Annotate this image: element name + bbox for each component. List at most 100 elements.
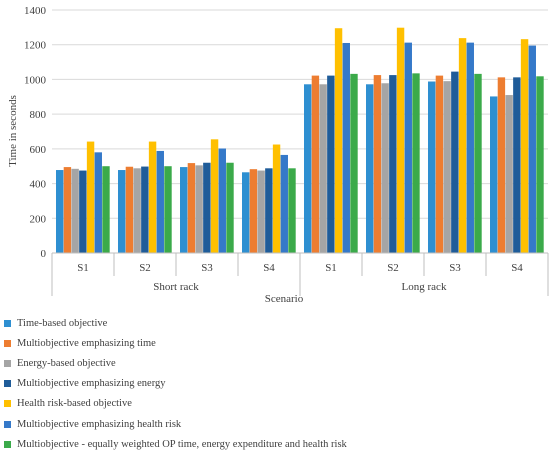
bar <box>497 77 506 253</box>
bar <box>203 162 211 253</box>
bar <box>94 152 102 253</box>
y-tick-label: 200 <box>30 213 47 225</box>
bar <box>102 166 110 253</box>
y-tick-label: 1000 <box>24 74 47 86</box>
legend-label: Multiobjective emphasizing health risk <box>17 418 182 430</box>
legend-label: Multiobjective - equally weighted OP tim… <box>17 438 347 450</box>
legend-swatch <box>4 440 11 448</box>
bar <box>148 141 157 253</box>
bar <box>288 168 296 253</box>
y-tick-label: 1200 <box>24 40 47 52</box>
legend: Time-based objective Multiobjective empha… <box>4 313 347 454</box>
bar <box>428 81 436 253</box>
x-group-label: Long rack <box>402 281 447 293</box>
bar <box>280 154 288 253</box>
bar <box>412 73 420 253</box>
legend-label: Multiobjective emphasizing energy <box>17 378 166 390</box>
legend-swatch <box>4 319 11 327</box>
legend-item: Multiobjective emphasizing time <box>4 333 347 353</box>
x-axis-title: Scenario <box>265 293 304 305</box>
bar <box>466 42 474 253</box>
bar <box>381 83 389 253</box>
bar <box>451 71 459 254</box>
bar <box>505 95 513 253</box>
x-group-label: Short rack <box>153 281 199 293</box>
y-tick-label: 800 <box>30 109 47 121</box>
x-tick-label: S2 <box>387 262 399 274</box>
x-axis-groups: Short rack Long rack <box>153 281 447 293</box>
legend-swatch <box>4 339 11 347</box>
bar <box>249 169 258 253</box>
bar <box>366 84 374 253</box>
bar-chart: 0 200 400 600 800 1000 1200 1400 S1 S2 S3 S4 S1 S2 S3… <box>7 5 549 305</box>
bar <box>334 28 343 253</box>
x-tick-label: S2 <box>139 262 151 274</box>
legend-item: Multiobjective emphasizing health risk <box>4 414 347 434</box>
bar <box>86 141 95 253</box>
x-tick-label: S4 <box>511 262 523 274</box>
bar <box>350 73 358 254</box>
legend-item: Multiobjective - equally weighted OP tim… <box>4 434 347 454</box>
legend-item: Multiobjective emphasizing energy <box>4 374 347 394</box>
y-tick-label: 0 <box>41 248 47 260</box>
bar <box>210 139 219 253</box>
bar <box>56 170 64 253</box>
bar <box>404 42 412 253</box>
bar <box>311 75 320 253</box>
bar <box>257 170 265 253</box>
x-axis-separators <box>51 253 549 296</box>
bar <box>218 148 226 253</box>
legend-swatch <box>4 359 11 367</box>
y-axis-ticks: 0 200 400 600 800 1000 1200 1400 <box>24 5 47 260</box>
bar <box>304 84 312 253</box>
bar <box>141 166 149 253</box>
y-tick-label: 400 <box>30 179 47 191</box>
legend-swatch <box>4 400 11 408</box>
legend-swatch <box>4 380 11 388</box>
bar <box>118 170 126 253</box>
y-tick-label: 600 <box>30 144 47 156</box>
bar <box>133 168 141 253</box>
bar <box>513 77 521 253</box>
legend-item: Time-based objective <box>4 313 347 333</box>
bar <box>536 76 544 253</box>
legend-item: Energy-based objective <box>4 353 347 373</box>
bar <box>319 84 327 253</box>
legend-label: Multiobjective emphasizing time <box>17 337 156 349</box>
bar <box>373 75 382 253</box>
bar <box>242 172 250 253</box>
bar <box>195 165 203 253</box>
bar <box>443 81 451 253</box>
bar <box>396 27 405 254</box>
bar <box>474 73 482 254</box>
bar <box>458 38 467 254</box>
bar <box>528 45 536 253</box>
legend-label: Health risk-based objective <box>17 398 132 410</box>
bar <box>342 42 350 254</box>
bar <box>389 75 397 253</box>
bar <box>63 167 72 253</box>
bar <box>435 75 444 253</box>
x-tick-label: S4 <box>263 262 275 274</box>
bar <box>272 144 281 253</box>
legend-swatch <box>4 420 11 428</box>
legend-item: Health risk-based objective <box>4 394 347 414</box>
legend-label: Time-based objective <box>17 317 108 329</box>
x-axis-ticks: S1 S2 S3 S4 S1 S2 S3 S4 <box>77 262 523 274</box>
bar <box>156 150 164 253</box>
bar <box>265 168 273 253</box>
bars <box>56 27 544 254</box>
bar <box>226 162 234 253</box>
y-axis-title: Time in seconds <box>7 95 19 167</box>
bar <box>164 166 172 253</box>
x-tick-label: S3 <box>449 262 461 274</box>
bar <box>125 166 134 253</box>
x-tick-label: S1 <box>77 262 89 274</box>
bar <box>187 163 196 253</box>
x-tick-label: S1 <box>325 262 337 274</box>
bar <box>490 96 498 253</box>
bar <box>71 168 79 253</box>
bar <box>327 75 335 253</box>
bar <box>79 170 87 253</box>
x-tick-label: S3 <box>201 262 213 274</box>
